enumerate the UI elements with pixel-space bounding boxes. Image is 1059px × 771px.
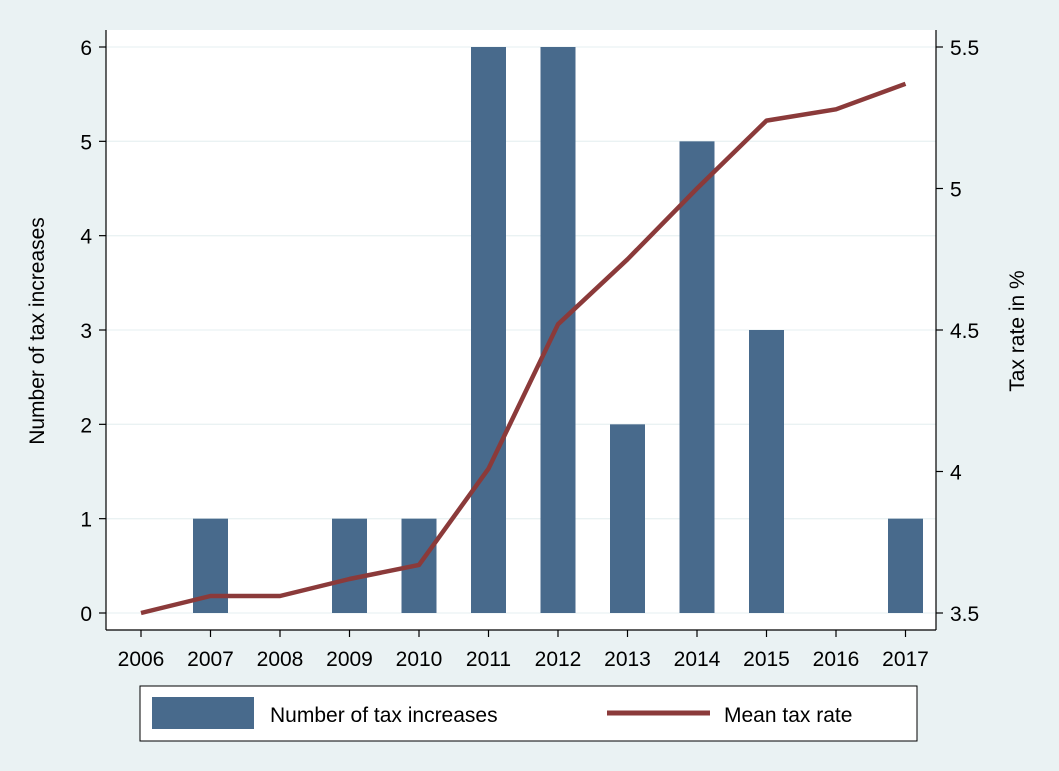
bar [749,330,784,613]
x-tick-label: 2014 [674,648,721,671]
x-tick-label: 2010 [396,648,443,671]
x-tick-label: 2015 [743,648,790,671]
x-tick-label: 2008 [257,648,304,671]
x-tick-label: 2013 [604,648,651,671]
legend-box [139,685,918,742]
right-tick-label: 4.5 [950,320,979,343]
bar [471,47,506,613]
mean-tax-rate-line [140,81,907,616]
tick-labels: 0 1 2 3 4 5 6 3.5 4 4.5 5 5.5 2006 2007 2008 2009 2010 20… [80,37,979,671]
right-tick-label: 5.5 [950,37,979,60]
left-tick-label: 0 [80,603,92,626]
x-tick-label: 2009 [326,648,373,671]
x-tick-label: 2016 [813,648,860,671]
x-tick-label: 2017 [882,648,929,671]
right-tick-label: 3.5 [950,603,979,626]
left-tick-label: 1 [80,509,92,532]
legend: Number of tax increases Mean tax rate [139,685,918,742]
line-series [140,81,907,616]
legend-bar-swatch [152,697,254,729]
bar [610,424,645,613]
left-tick-label: 4 [80,226,92,249]
bar [332,518,367,613]
left-tick-label: 5 [80,131,92,154]
x-tick-label: 2011 [466,648,511,671]
legend-bar-label: Number of tax increases [270,704,498,727]
bar [888,518,923,613]
legend-line-label: Mean tax rate [724,704,852,727]
x-tick-label: 2006 [118,648,165,671]
gridlines [106,46,936,614]
left-tick-label: 3 [80,320,92,343]
left-tick-label: 2 [80,414,92,437]
x-tick-label: 2012 [535,648,582,671]
right-tick-label: 4 [950,462,962,485]
x-tick-label: 2007 [187,648,234,671]
left-tick-label: 6 [80,37,92,60]
bar [540,47,576,613]
right-axis-label: Tax rate in % [1006,270,1029,391]
right-tick-label: 5 [950,179,962,202]
left-axis-label: Number of tax increases [26,217,49,445]
bar [679,141,715,614]
